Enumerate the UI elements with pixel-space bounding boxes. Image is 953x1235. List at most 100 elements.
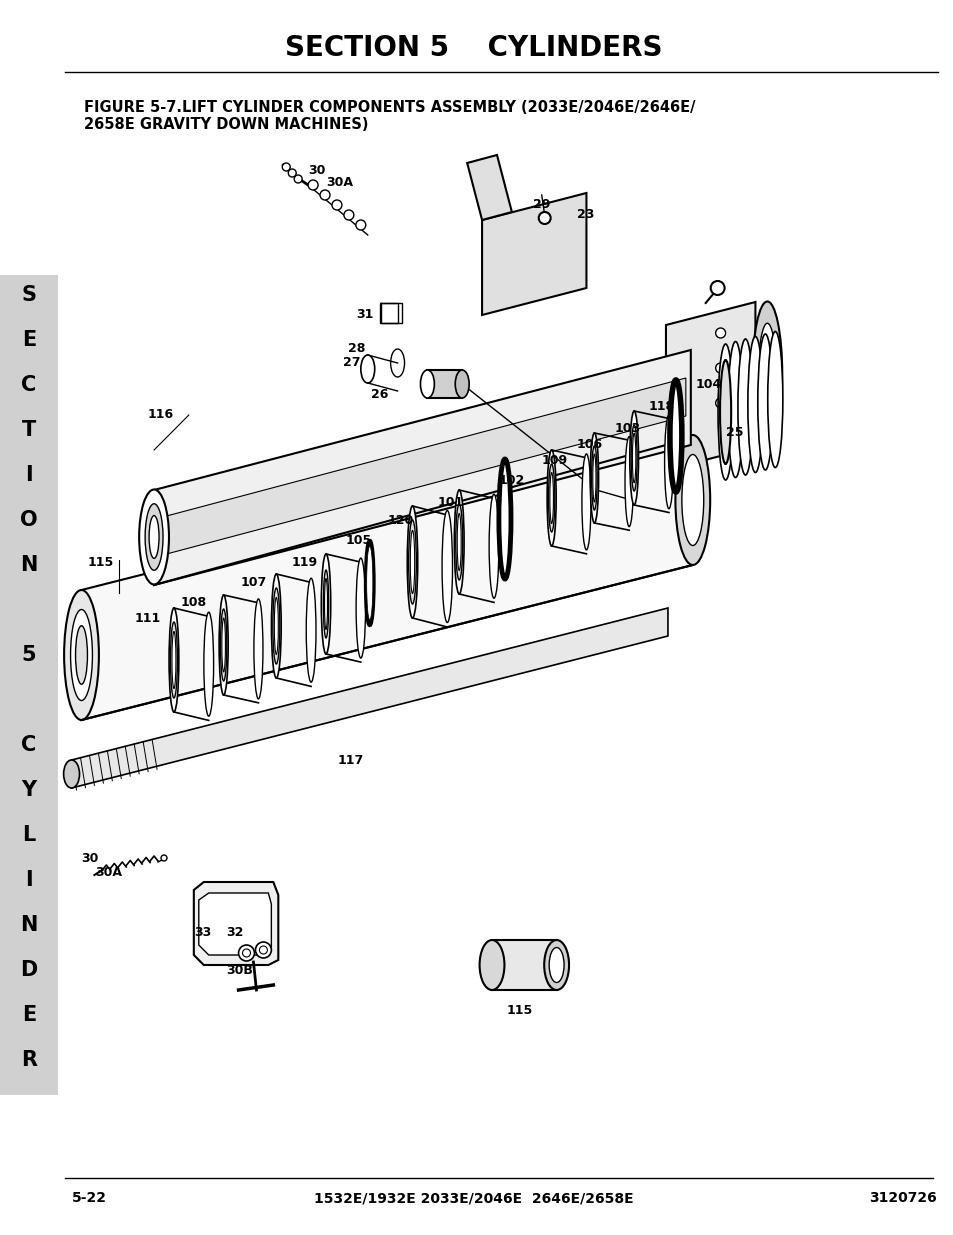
Text: E: E — [22, 330, 36, 350]
Ellipse shape — [64, 590, 99, 720]
Circle shape — [255, 942, 271, 958]
Text: 118: 118 — [647, 399, 674, 412]
Ellipse shape — [169, 608, 178, 713]
Text: L: L — [22, 825, 35, 845]
Polygon shape — [71, 608, 667, 788]
Ellipse shape — [441, 510, 452, 622]
Ellipse shape — [681, 454, 703, 546]
Text: E: E — [22, 1005, 36, 1025]
Text: 5: 5 — [22, 645, 36, 664]
Ellipse shape — [306, 578, 315, 682]
Text: 107: 107 — [240, 577, 267, 589]
Circle shape — [308, 180, 317, 190]
Text: 30: 30 — [308, 163, 325, 177]
Text: N: N — [20, 555, 37, 576]
Text: 117: 117 — [337, 753, 364, 767]
Circle shape — [715, 329, 725, 338]
Text: 119: 119 — [291, 556, 317, 568]
Ellipse shape — [355, 558, 365, 658]
Ellipse shape — [272, 574, 281, 678]
Ellipse shape — [738, 338, 752, 475]
Text: 120: 120 — [387, 515, 414, 527]
Circle shape — [715, 363, 725, 373]
Ellipse shape — [273, 588, 279, 664]
Ellipse shape — [669, 380, 681, 492]
Ellipse shape — [581, 454, 590, 550]
Ellipse shape — [479, 940, 504, 990]
Text: O: O — [20, 510, 37, 530]
Ellipse shape — [489, 494, 498, 598]
Ellipse shape — [145, 504, 163, 571]
Text: T: T — [22, 420, 36, 440]
Ellipse shape — [456, 504, 462, 580]
Ellipse shape — [629, 411, 638, 505]
Text: 32: 32 — [227, 926, 244, 940]
Polygon shape — [467, 156, 512, 220]
Text: 3120726: 3120726 — [868, 1191, 936, 1205]
Ellipse shape — [498, 459, 511, 579]
Text: 33: 33 — [193, 926, 211, 940]
Ellipse shape — [321, 555, 331, 655]
FancyBboxPatch shape — [379, 303, 401, 324]
Text: 102: 102 — [498, 474, 525, 488]
Text: 30: 30 — [81, 851, 99, 864]
Circle shape — [282, 163, 290, 170]
Ellipse shape — [366, 546, 373, 620]
Text: 101: 101 — [436, 495, 463, 509]
Text: 1532E/1932E 2033E/2046E  2646E/2658E: 1532E/1932E 2033E/2046E 2646E/2658E — [314, 1191, 634, 1205]
Text: 105: 105 — [346, 535, 372, 547]
Circle shape — [259, 946, 267, 953]
Text: 30A: 30A — [326, 175, 353, 189]
Ellipse shape — [139, 489, 169, 584]
Text: 27: 27 — [342, 356, 360, 368]
Text: 103: 103 — [614, 421, 639, 435]
Text: D: D — [20, 960, 37, 981]
Ellipse shape — [323, 571, 328, 638]
FancyBboxPatch shape — [427, 370, 461, 398]
Ellipse shape — [664, 415, 673, 509]
Ellipse shape — [220, 609, 227, 680]
Text: 111: 111 — [134, 611, 160, 625]
Ellipse shape — [222, 618, 225, 672]
Ellipse shape — [456, 514, 460, 571]
Ellipse shape — [366, 541, 374, 625]
Circle shape — [242, 948, 251, 957]
Text: R: R — [21, 1050, 37, 1070]
Ellipse shape — [407, 506, 417, 618]
Ellipse shape — [71, 610, 92, 700]
Ellipse shape — [549, 473, 553, 524]
FancyBboxPatch shape — [0, 275, 57, 1095]
Text: 104: 104 — [695, 378, 721, 391]
Ellipse shape — [64, 760, 79, 788]
Text: C: C — [21, 735, 36, 755]
Text: 30B: 30B — [227, 963, 253, 977]
Ellipse shape — [324, 578, 327, 630]
Ellipse shape — [591, 446, 597, 510]
Ellipse shape — [454, 490, 463, 594]
Ellipse shape — [758, 324, 776, 425]
Ellipse shape — [727, 342, 742, 478]
Polygon shape — [198, 893, 271, 955]
Text: Y: Y — [21, 781, 36, 800]
Ellipse shape — [767, 331, 782, 468]
Text: 28: 28 — [348, 342, 365, 354]
Ellipse shape — [675, 435, 709, 564]
Circle shape — [332, 200, 341, 210]
Ellipse shape — [543, 940, 568, 990]
Ellipse shape — [455, 370, 469, 398]
Text: I: I — [25, 869, 32, 890]
Ellipse shape — [590, 433, 598, 522]
Polygon shape — [481, 193, 586, 315]
Polygon shape — [153, 350, 690, 585]
Circle shape — [538, 212, 550, 224]
Ellipse shape — [408, 520, 416, 604]
Ellipse shape — [547, 450, 556, 546]
Polygon shape — [81, 435, 692, 720]
Text: N: N — [20, 915, 37, 935]
Ellipse shape — [410, 531, 415, 594]
Circle shape — [355, 220, 365, 230]
Ellipse shape — [420, 370, 434, 398]
Circle shape — [319, 190, 330, 200]
Text: 29: 29 — [532, 199, 550, 211]
Text: FIGURE 5-7.LIFT CYLINDER COMPONENTS ASSEMBLY (2033E/2046E/2646E/
2658E GRAVITY D: FIGURE 5-7.LIFT CYLINDER COMPONENTS ASSE… — [85, 100, 696, 132]
